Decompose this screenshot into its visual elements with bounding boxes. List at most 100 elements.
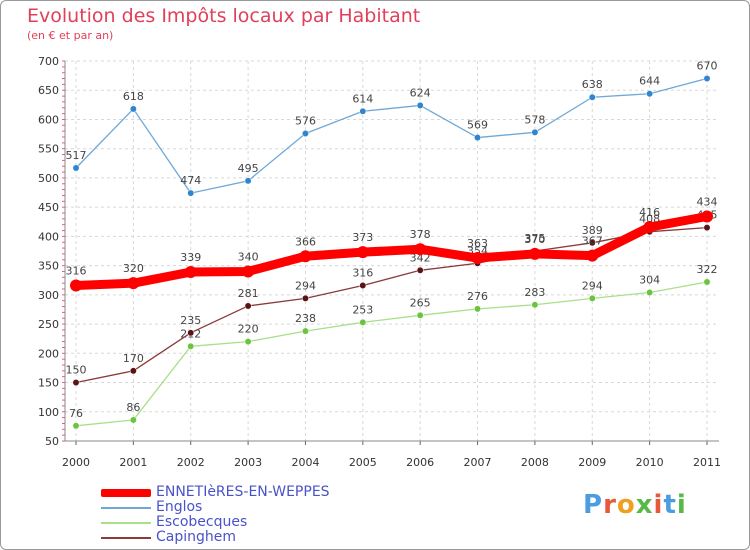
data-point — [72, 164, 80, 172]
data-label: 320 — [123, 262, 144, 275]
data-label: 339 — [180, 251, 201, 264]
y-tick-label: 350 — [38, 260, 59, 273]
data-label: 316 — [66, 264, 87, 277]
data-label: 638 — [582, 78, 603, 91]
data-label: 283 — [524, 286, 545, 299]
data-label: 281 — [238, 287, 259, 300]
data-point — [586, 249, 599, 262]
y-tick-label: 200 — [38, 347, 59, 360]
legend-label: Englos — [156, 499, 203, 515]
data-point — [129, 416, 137, 424]
logo-letter: o — [616, 490, 636, 520]
data-point — [302, 130, 309, 137]
x-tick-label: 2000 — [62, 456, 90, 469]
data-point — [72, 379, 80, 386]
data-point — [474, 134, 481, 142]
logo-letter: t — [663, 490, 677, 520]
legend-label: Capinghem — [156, 529, 237, 545]
data-point — [471, 252, 484, 265]
logo-letter: P — [583, 490, 604, 520]
data-point — [531, 301, 539, 309]
data-label: 367 — [582, 235, 603, 248]
legend-label: Escobecques — [156, 514, 248, 530]
data-point — [129, 105, 137, 113]
logo-letter: i — [653, 490, 664, 520]
data-label: 150 — [66, 364, 87, 377]
x-tick-label: 2005 — [349, 456, 377, 469]
data-point — [703, 75, 711, 82]
data-point — [299, 250, 312, 263]
data-point — [643, 221, 656, 234]
data-point — [244, 338, 252, 346]
y-tick-label: 550 — [38, 143, 59, 156]
data-label: 495 — [238, 162, 259, 175]
x-tick-label: 2008 — [521, 456, 549, 469]
data-point — [701, 210, 713, 223]
data-point — [127, 277, 140, 290]
data-point — [187, 342, 195, 350]
data-label: 474 — [180, 174, 201, 187]
data-label: 370 — [524, 233, 545, 246]
chart-subtitle: (en € et par an) — [27, 29, 114, 42]
data-point — [356, 246, 369, 259]
data-label: 576 — [295, 114, 316, 127]
y-tick-label: 300 — [38, 289, 59, 302]
x-tick-label: 2007 — [464, 456, 492, 469]
data-point — [359, 282, 367, 289]
data-label: 265 — [410, 296, 431, 309]
x-tick-label: 2002 — [177, 456, 205, 469]
data-point — [646, 289, 654, 296]
x-tick-label: 2003 — [234, 456, 262, 469]
data-label: 304 — [639, 274, 660, 287]
y-tick-label: 600 — [38, 113, 59, 126]
data-point — [72, 422, 80, 430]
data-point — [244, 177, 252, 185]
data-label: 253 — [352, 303, 373, 316]
data-point — [242, 265, 255, 278]
legend-swatch — [101, 537, 151, 539]
y-tick-label: 50 — [45, 435, 59, 448]
data-point — [703, 278, 711, 286]
data-point — [646, 90, 654, 98]
y-tick-label: 500 — [38, 172, 59, 185]
data-point — [359, 318, 367, 326]
data-point — [474, 305, 481, 313]
data-label: 578 — [524, 113, 545, 126]
data-label: 670 — [697, 60, 718, 73]
y-tick-label: 650 — [38, 84, 59, 97]
data-label: 378 — [410, 228, 431, 241]
data-label: 366 — [295, 235, 316, 248]
data-label: 294 — [295, 279, 316, 292]
data-point — [531, 128, 539, 136]
data-label: 618 — [123, 90, 144, 103]
data-point — [359, 107, 367, 115]
y-tick-label: 400 — [38, 230, 59, 243]
x-tick-label: 2010 — [636, 456, 664, 469]
data-point — [187, 189, 195, 197]
x-tick-label: 2011 — [693, 456, 721, 469]
data-label: 340 — [238, 250, 259, 263]
data-label: 316 — [352, 266, 373, 279]
data-label: 416 — [639, 206, 660, 219]
data-point — [416, 311, 424, 319]
data-point — [588, 239, 596, 247]
x-tick-label: 2006 — [406, 456, 434, 469]
data-label: 170 — [123, 352, 144, 365]
data-point — [129, 367, 137, 375]
data-point — [703, 224, 711, 232]
data-point — [244, 302, 252, 310]
logo-letter: r — [603, 490, 617, 520]
data-label: 373 — [352, 231, 373, 244]
data-point — [302, 327, 309, 335]
logo-letter: i — [676, 490, 687, 520]
data-label: 434 — [697, 196, 718, 209]
series-line-0 — [75, 77, 708, 194]
data-point — [70, 279, 82, 292]
data-label: 375 — [524, 232, 545, 245]
data-label: 389 — [582, 224, 603, 237]
legend-label: ENNETIèRES-EN-WEPPES — [156, 484, 330, 500]
data-point — [416, 101, 424, 109]
data-label: 220 — [238, 323, 259, 336]
data-point — [588, 294, 596, 302]
data-point — [528, 247, 541, 260]
